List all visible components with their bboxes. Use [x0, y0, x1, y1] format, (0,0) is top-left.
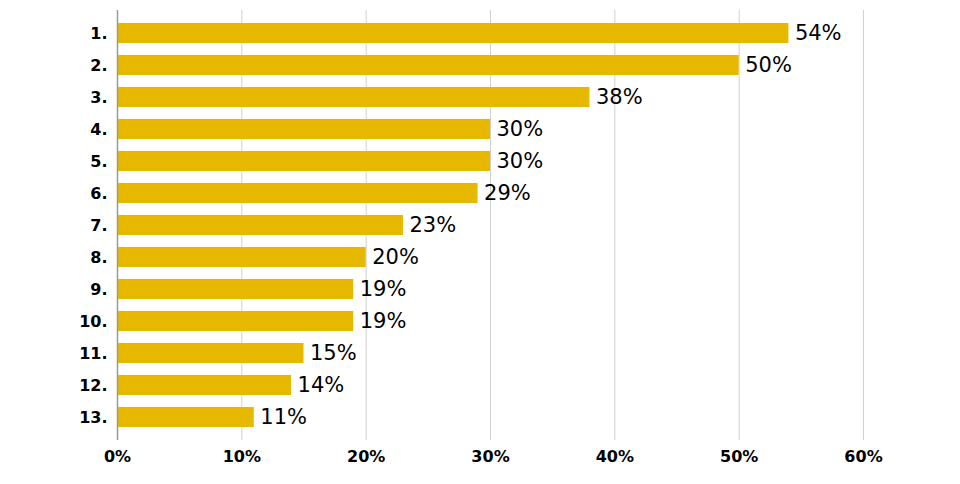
svg-text:50%: 50%	[745, 53, 792, 77]
svg-text:20%: 20%	[372, 245, 419, 269]
svg-text:10.: 10.	[79, 312, 107, 331]
svg-text:40%: 40%	[596, 447, 634, 466]
svg-text:7.: 7.	[90, 216, 107, 235]
svg-text:5.: 5.	[90, 152, 107, 171]
svg-text:30%: 30%	[471, 447, 509, 466]
svg-text:23%: 23%	[409, 213, 456, 237]
svg-text:10%: 10%	[223, 447, 261, 466]
svg-text:13.: 13.	[79, 408, 107, 427]
svg-text:8.: 8.	[90, 248, 107, 267]
svg-text:30%: 30%	[497, 117, 544, 141]
svg-text:1.: 1.	[90, 24, 107, 43]
svg-text:0%: 0%	[104, 447, 131, 466]
svg-text:50%: 50%	[720, 447, 758, 466]
svg-text:2.: 2.	[90, 56, 107, 75]
svg-text:60%: 60%	[844, 447, 882, 466]
svg-text:4.: 4.	[90, 120, 107, 139]
svg-text:38%: 38%	[596, 85, 643, 109]
svg-text:19%: 19%	[360, 309, 407, 333]
svg-text:20%: 20%	[347, 447, 385, 466]
svg-text:9.: 9.	[90, 280, 107, 299]
svg-text:30%: 30%	[497, 149, 544, 173]
svg-text:3.: 3.	[90, 88, 107, 107]
svg-text:12.: 12.	[79, 376, 107, 395]
svg-text:54%: 54%	[795, 21, 842, 45]
svg-text:6.: 6.	[90, 184, 107, 203]
svg-text:15%: 15%	[310, 341, 357, 365]
svg-text:14%: 14%	[298, 373, 345, 397]
svg-text:11.: 11.	[79, 344, 107, 363]
svg-text:11%: 11%	[260, 405, 307, 429]
svg-text:29%: 29%	[484, 181, 531, 205]
svg-text:19%: 19%	[360, 277, 407, 301]
